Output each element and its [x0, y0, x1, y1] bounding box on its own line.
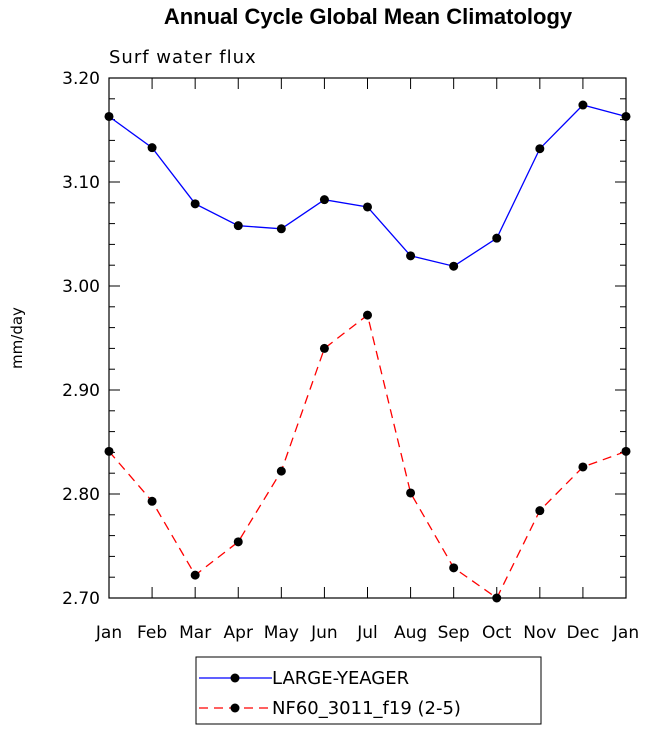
x-tick-label: Oct	[482, 623, 512, 643]
series-layer	[104, 100, 631, 603]
data-point-1	[363, 310, 372, 320]
data-point-1	[276, 466, 286, 476]
x-tick-label: Jun	[310, 623, 338, 643]
data-point-1	[190, 570, 200, 580]
legend-label-nf60: NF60_3011_f19 (2-5)	[272, 698, 461, 719]
x-tick-label: Jan	[612, 623, 639, 643]
series-line-1	[108, 313, 627, 599]
data-point-1	[535, 506, 545, 516]
data-point-0	[406, 251, 416, 261]
data-point-0	[535, 144, 545, 154]
x-tick-labels: Jan Feb Mar Apr May Jun Jul Aug Sep Oct Nov Dec Jan	[95, 623, 639, 643]
chart-title: Annual Cycle Global Mean Climatology	[164, 4, 573, 29]
legend-item-nf60: NF60_3011_f19 (2-5)	[199, 698, 461, 719]
data-point-1	[319, 343, 329, 353]
data-point-0	[104, 111, 114, 121]
data-point-0	[492, 233, 502, 243]
legend-marker-large-yeager	[230, 673, 240, 683]
data-point-0	[147, 143, 157, 153]
chart-subtitle: Surf water flux	[109, 47, 257, 68]
data-point-1	[406, 488, 416, 498]
data-point-0	[578, 100, 588, 110]
y-tick-label: 3.20	[62, 69, 100, 89]
x-tick-label: Mar	[179, 623, 211, 643]
data-point-1	[621, 446, 631, 456]
legend-marker-nf60	[230, 703, 240, 713]
x-tick-label: May	[264, 623, 299, 643]
series-1	[104, 310, 631, 603]
y-tick-label: 2.90	[62, 381, 100, 401]
series-line-0	[108, 104, 627, 267]
x-tick-label: Aug	[394, 623, 427, 643]
x-tick-label: Apr	[224, 623, 253, 643]
y-tick-labels: 2.70 2.80 2.90 3.00 3.10 3.20	[62, 69, 100, 609]
data-point-0	[190, 199, 200, 209]
data-point-0	[449, 261, 459, 271]
data-point-0	[233, 221, 243, 231]
data-point-1	[147, 496, 157, 506]
x-tick-label: Dec	[566, 623, 599, 643]
series-0	[104, 100, 631, 271]
x-tick-label: Jan	[95, 623, 122, 643]
data-point-1	[104, 446, 114, 456]
axis-ticks	[108, 77, 627, 599]
data-point-1	[492, 593, 502, 603]
legend-item-large-yeager: LARGE-YEAGER	[199, 668, 409, 689]
y-tick-label: 2.80	[62, 485, 100, 505]
data-point-0	[363, 202, 372, 212]
legend-label-large-yeager: LARGE-YEAGER	[272, 668, 409, 689]
y-tick-label: 3.00	[62, 277, 100, 297]
y-axis-label: mm/day	[8, 307, 26, 369]
x-tick-label: Jul	[356, 623, 378, 643]
data-point-1	[449, 563, 459, 573]
y-tick-label: 3.10	[62, 173, 100, 193]
legend-box	[195, 656, 542, 725]
data-point-0	[319, 195, 329, 205]
x-tick-label: Sep	[438, 623, 470, 643]
data-point-0	[621, 111, 631, 121]
plot-frame	[108, 77, 627, 599]
x-tick-label: Feb	[137, 623, 167, 643]
data-point-1	[233, 537, 243, 547]
data-point-0	[276, 224, 286, 234]
x-tick-label: Nov	[523, 623, 556, 643]
y-tick-label: 2.70	[62, 589, 100, 609]
data-point-1	[578, 462, 588, 472]
